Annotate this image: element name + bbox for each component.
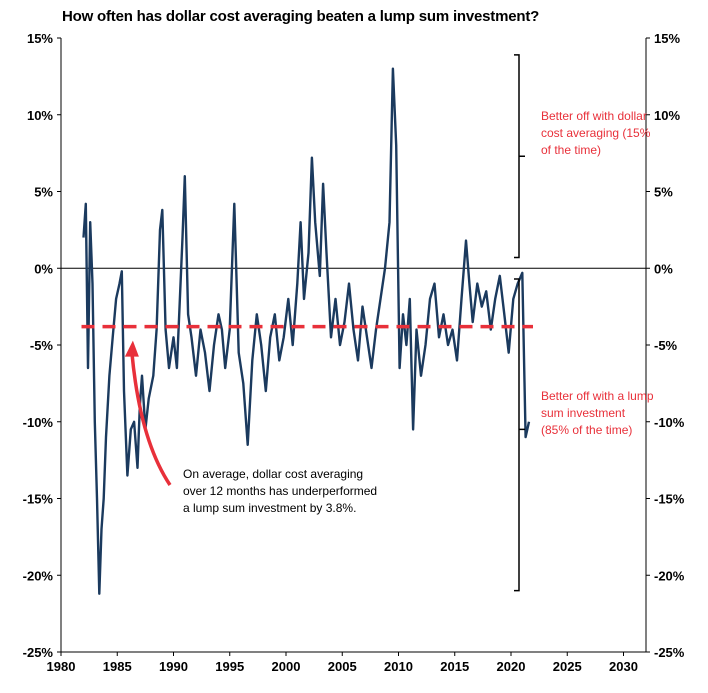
x-tick-label: 2005 xyxy=(328,659,357,674)
y-tick-label-right: 5% xyxy=(654,185,673,200)
x-tick-label: 1990 xyxy=(159,659,188,674)
chart-marks xyxy=(81,54,533,595)
y-tick-label-left: -25% xyxy=(23,645,54,660)
y-tick-label-left: -15% xyxy=(23,492,54,507)
average-annotation: On average, dollar cost averaging over 1… xyxy=(183,467,378,515)
y-tick-label-right: 0% xyxy=(654,261,673,276)
x-tick-label: 1985 xyxy=(103,659,132,674)
y-tick-label-left: 0% xyxy=(34,261,53,276)
chart-title: How often has dollar cost averaging beat… xyxy=(62,8,540,25)
average-arrow xyxy=(130,352,172,486)
x-tick-label: 2010 xyxy=(384,659,413,674)
x-tick-label: 2015 xyxy=(440,659,469,674)
x-tick-label: 2030 xyxy=(609,659,638,674)
lower-annotation: Better off with a lump sum investment (8… xyxy=(541,389,654,437)
y-tick-label-right: -5% xyxy=(654,338,678,353)
tick-labels: 15% 15% 10% 10% 5% 5% 0% 0% -5% -5% -10% -10% -15% -1… xyxy=(23,31,685,674)
series-line xyxy=(82,67,531,595)
y-tick-label-left: -20% xyxy=(23,568,54,583)
y-tick-label-right: 15% xyxy=(654,31,680,46)
y-tick-label-right: -25% xyxy=(654,645,685,660)
x-tick-label: 1995 xyxy=(215,659,244,674)
y-tick-label-left: 15% xyxy=(27,31,53,46)
y-tick-label-right: 10% xyxy=(654,108,680,123)
x-tick-label: 2000 xyxy=(272,659,301,674)
x-tick-label: 2020 xyxy=(497,659,526,674)
plot-area xyxy=(57,37,650,656)
average-arrow-head xyxy=(124,340,139,357)
upper-annotation: Better off with dollar cost averaging (1… xyxy=(541,109,651,157)
y-tick-label-right: -20% xyxy=(654,568,685,583)
y-tick-label-right: -10% xyxy=(654,415,685,430)
lower-bracket xyxy=(514,278,525,592)
x-tick-label: 2025 xyxy=(553,659,582,674)
x-tick-label: 1980 xyxy=(47,659,76,674)
y-tick-label-right: -15% xyxy=(654,492,685,507)
y-tick-label-left: 10% xyxy=(27,108,53,123)
y-tick-label-left: -10% xyxy=(23,415,54,430)
y-tick-label-left: -5% xyxy=(30,338,54,353)
upper-bracket xyxy=(514,54,525,259)
y-tick-label-left: 5% xyxy=(34,185,53,200)
